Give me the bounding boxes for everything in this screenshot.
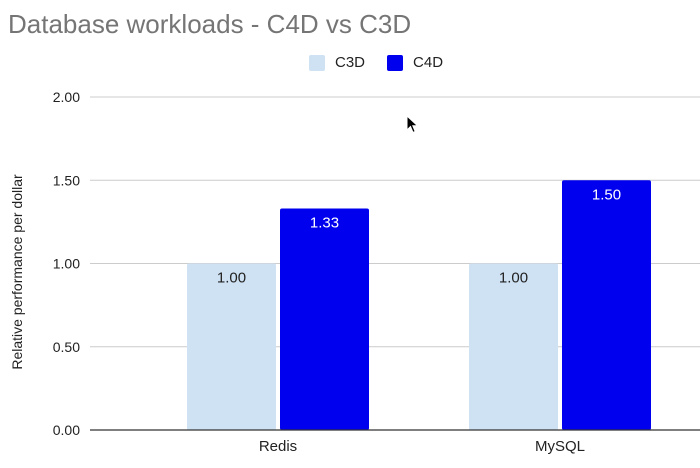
legend-swatch-c4d [387, 54, 404, 71]
bar-c4d-mysql[interactable] [562, 180, 651, 430]
legend-item-c3d[interactable]: C3D [309, 54, 365, 71]
legend-swatch-c3d [309, 54, 325, 71]
bar-c3d-redis[interactable] [187, 263, 276, 431]
bars [187, 180, 651, 430]
data-label: 1.33 [310, 215, 339, 232]
mouse-pointer-icon [406, 115, 419, 134]
x-tick-label: MySQL [535, 438, 585, 455]
legend-item-c4d[interactable]: C4D [387, 54, 443, 71]
legend-label-c3d: C3D [335, 54, 366, 71]
y-tick-label: 0.50 [53, 339, 80, 355]
y-tick-label: 0.00 [53, 422, 80, 438]
data-label: 1.00 [499, 270, 528, 287]
y-tick-label: 2.00 [53, 89, 80, 105]
data-label: 1.00 [217, 270, 246, 287]
axes: 0.00 0.50 1.00 1.50 2.00 Redis MySQL [53, 89, 700, 455]
legend: C3D C4D [309, 54, 465, 71]
y-tick-label: 1.50 [53, 172, 80, 188]
chart-title: Database workloads - C4D vs C3D [8, 9, 412, 39]
y-tick-label: 1.00 [53, 256, 80, 272]
data-label: 1.50 [592, 186, 621, 203]
bar-c3d-mysql[interactable] [469, 263, 558, 431]
data-labels: 1.00 1.33 1.00 1.50 [217, 186, 621, 286]
legend-label-c4d: C4D [413, 54, 444, 71]
bar-c4d-redis[interactable] [280, 208, 369, 430]
x-tick-label: Redis [259, 438, 297, 455]
